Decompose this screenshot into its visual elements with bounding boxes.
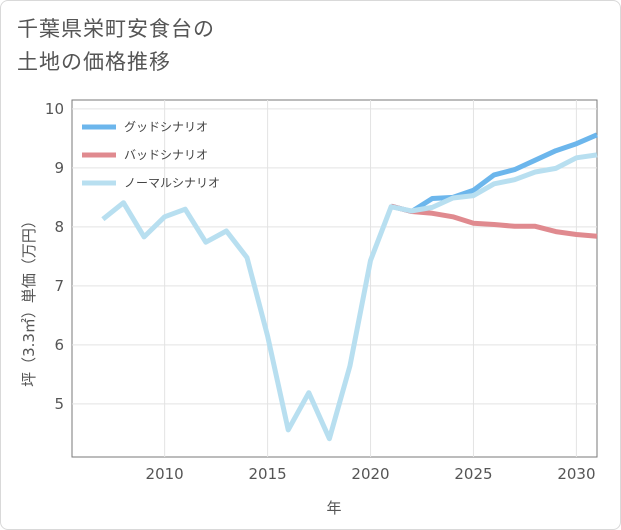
- y-tick-label: 8: [54, 218, 64, 236]
- grid-lines: [72, 100, 597, 457]
- series-line: [101, 152, 598, 442]
- x-tick-label: 2025: [454, 465, 492, 483]
- series-lines: [101, 132, 598, 442]
- y-tick-label: 5: [54, 395, 64, 413]
- chart-title-line1: 千葉県栄町安食台の: [17, 17, 215, 41]
- series-line: [390, 132, 598, 214]
- x-tick-label: 2010: [146, 465, 184, 483]
- plot-area: [71, 99, 598, 458]
- legend-label: バッドシナリオ: [124, 148, 208, 162]
- x-axis-title: 年: [326, 499, 341, 517]
- x-axis-ticks: 2010 2015 2020 2025 2030: [146, 465, 596, 483]
- y-tick-label: 6: [54, 336, 64, 354]
- y-tick-label: 9: [54, 159, 64, 177]
- x-tick-label: 2030: [557, 465, 595, 483]
- chart-title-line2: 土地の価格推移: [17, 50, 171, 74]
- legend-label: ノーマルシナリオ: [124, 176, 220, 190]
- y-tick-label: 7: [54, 277, 64, 295]
- y-axis-title: 坪（3.3㎡）単価（万円）: [20, 213, 38, 387]
- y-axis-ticks: 5 6 7 8 9 10: [45, 100, 64, 413]
- series-line: [390, 203, 598, 239]
- y-tick-label: 10: [45, 100, 64, 118]
- chart-title: 千葉県栄町安食台の 土地の価格推移: [17, 13, 215, 79]
- x-tick-label: 2020: [351, 465, 389, 483]
- legend-label: グッドシナリオ: [124, 120, 208, 134]
- x-tick-label: 2015: [248, 465, 286, 483]
